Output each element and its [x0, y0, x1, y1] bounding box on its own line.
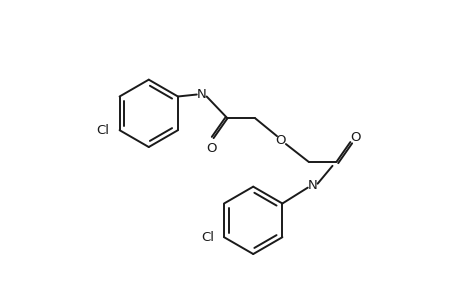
Text: O: O: [206, 142, 216, 154]
Text: O: O: [349, 130, 360, 144]
Text: O: O: [275, 134, 285, 147]
Text: N: N: [307, 179, 317, 192]
Text: N: N: [196, 88, 206, 101]
Text: Cl: Cl: [201, 231, 214, 244]
Text: Cl: Cl: [96, 124, 109, 137]
